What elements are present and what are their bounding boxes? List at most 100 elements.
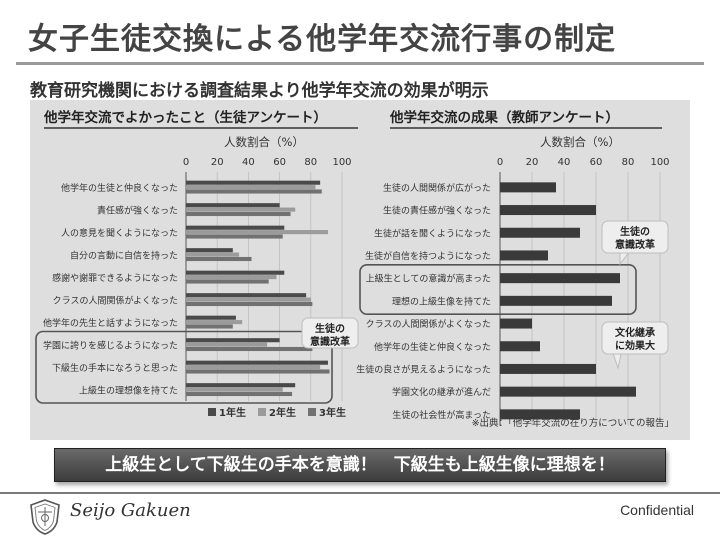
bar — [186, 391, 293, 397]
bar — [186, 369, 330, 374]
bar — [186, 279, 269, 284]
callout-student-awareness-text: 意識改革 — [310, 335, 350, 348]
bar — [186, 234, 283, 239]
category-label: 学園文化の継承が進んだ — [392, 386, 491, 398]
callout-teacher-awareness — [601, 220, 669, 254]
legend-label: 2年生 — [269, 406, 296, 419]
category-label: クラスの人間関係がよくなった — [366, 318, 491, 330]
bar — [186, 293, 307, 298]
x-tick-label: 40 — [558, 157, 571, 168]
bar — [500, 273, 620, 284]
category-label: 生徒の人間関係が広がった — [383, 182, 491, 194]
x-tick-label: 80 — [304, 157, 317, 168]
legend-swatch — [308, 408, 316, 416]
bar — [500, 250, 548, 261]
category-label: 自分の言動に自信を持った — [70, 249, 178, 261]
bar — [186, 301, 313, 307]
bar — [186, 346, 313, 352]
callout-culture — [601, 321, 669, 355]
x-tick-label: 40 — [242, 157, 255, 168]
bar — [186, 324, 233, 329]
x-tick-label: 100 — [650, 157, 669, 168]
bar — [500, 341, 540, 352]
bar — [186, 342, 268, 347]
category-label: 生徒の責任感が強くなった — [383, 205, 491, 217]
x-tick-label: 80 — [622, 157, 635, 168]
bar — [186, 180, 321, 185]
bar — [186, 225, 285, 230]
callout-student-awareness — [301, 317, 359, 349]
category-label: 責任感が強くなった — [97, 204, 178, 216]
bar — [186, 189, 322, 194]
bar — [186, 275, 277, 280]
bar — [186, 248, 233, 253]
category-label: 他学年の生徒と仲良くなった — [61, 182, 178, 194]
chart-panel: 他学年交流でよかったこと（生徒アンケート） 人数割合（%） 0 20 40 60 80 100… — [30, 100, 690, 440]
chart-title: 他学年交流でよかったこと（生徒アンケート） — [43, 109, 327, 126]
category-label: 下級生の手本になろうと思った — [52, 362, 178, 374]
bar — [186, 207, 296, 212]
title-divider — [16, 62, 704, 65]
category-label: 生徒が自信を持つようになった — [365, 250, 491, 262]
callout-culture-text: 文化継承 — [615, 326, 655, 339]
bar — [500, 182, 556, 193]
bar — [186, 270, 285, 275]
bar — [186, 203, 280, 208]
category-label: クラスの人間関係がよくなった — [53, 294, 178, 306]
highlight-box — [359, 264, 637, 316]
bar — [500, 386, 636, 397]
category-label: 学園に誇りを感じるようになった — [43, 339, 178, 351]
bar — [500, 409, 580, 420]
category-label: 他学年の先生と話すようになった — [43, 317, 178, 329]
category-label: 感謝や謝罪できるようになった — [52, 272, 178, 284]
x-axis-title: 人数割合（%） — [540, 135, 620, 149]
bar — [186, 338, 280, 343]
x-tick-label: 20 — [526, 157, 539, 168]
category-label: 生徒が話を聞くようになった — [374, 227, 491, 239]
legend-label: 3年生 — [319, 406, 346, 419]
category-label: 上級生の理想像を持てた — [79, 384, 178, 396]
x-axis-title: 人数割合（%） — [224, 135, 304, 149]
bar — [500, 318, 532, 329]
highlight-box — [35, 330, 333, 404]
x-tick-label: 20 — [211, 157, 224, 168]
x-tick-label: 0 — [183, 157, 189, 168]
category-label: 人の意見を聞くようになった — [61, 227, 178, 239]
conclusion-banner: 上級生として下級生の手本を意識！ 下級生も上級生像に理想を！ — [54, 448, 666, 482]
category-label: 理想の上級生像を持てた — [392, 295, 491, 307]
charts-svg: 他学年交流でよかったこと（生徒アンケート） 人数割合（%） 0 20 40 60 80 100… — [35, 109, 674, 429]
callout-teacher-awareness-text: 意識改革 — [615, 238, 655, 251]
callout-teacher-awareness-text: 生徒の — [620, 225, 650, 238]
category-label: 他学年の生徒と仲良くなった — [374, 341, 491, 353]
slide-title: 女子生徒交換による他学年交流行事の制定 — [28, 22, 617, 57]
x-tick-label: 60 — [590, 157, 603, 168]
category-label: 生徒の良さが見えるようになった — [356, 363, 491, 375]
bar — [186, 365, 321, 370]
bar — [186, 256, 252, 262]
slide-subtitle: 教育研究機関における調査結果より他学年交流の効果が明示 — [30, 81, 489, 101]
bar — [186, 230, 328, 235]
bar — [186, 360, 328, 365]
bar — [186, 252, 240, 257]
bar — [500, 227, 580, 238]
x-tick-label: 60 — [273, 157, 286, 168]
bar — [186, 211, 291, 217]
bar — [186, 320, 243, 325]
legend-label: 1年生 — [219, 406, 246, 419]
legend-swatch — [258, 408, 266, 416]
bar — [500, 295, 612, 306]
footer-divider — [0, 492, 720, 494]
x-tick-label: 0 — [497, 157, 503, 168]
x-tick-label: 100 — [332, 157, 351, 168]
bar — [500, 363, 596, 374]
logo-text: Seijo Gakuen — [70, 500, 191, 521]
source-note: ※出典：「他学年交流の在り方についての報告」 — [472, 417, 674, 429]
callout-student-awareness-text: 生徒の — [315, 322, 345, 335]
bar — [186, 315, 236, 320]
chart-title: 他学年交流の成果（教師アンケート） — [389, 109, 619, 126]
bar — [186, 297, 311, 302]
bar — [500, 205, 596, 216]
category-label: 上級生としての意識が高まった — [366, 273, 491, 285]
confidential-label: Confidential — [620, 502, 694, 518]
school-crest-icon — [30, 499, 60, 535]
